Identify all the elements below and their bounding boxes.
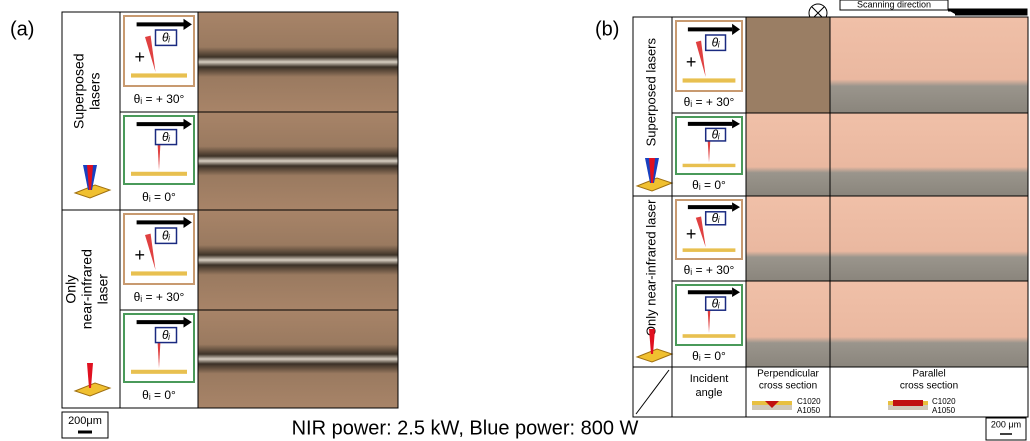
plus: +: [686, 52, 697, 72]
plate: [73, 382, 112, 397]
nir-beam: [87, 165, 93, 190]
symbol: θᵢ: [162, 229, 171, 243]
angle-label: θᵢ = 0°: [692, 178, 726, 192]
symbol-box: [154, 128, 178, 146]
direction-arrow: [948, 8, 1028, 16]
material: A1050: [932, 406, 956, 415]
arrow-head: [183, 118, 192, 130]
angle-label: θᵢ = + 30°: [684, 95, 735, 109]
weld-photo: [197, 209, 399, 311]
workpiece: [682, 334, 736, 338]
angle-label: θᵢ = 0°: [692, 349, 726, 363]
angle-label: θᵢ = + 30°: [684, 263, 735, 277]
plus: +: [686, 224, 697, 244]
scanning-direction: Scanning direction: [857, 0, 931, 9]
perpendicular-photo: [745, 112, 831, 197]
plus: +: [135, 47, 146, 67]
symbol-box: [154, 227, 178, 245]
label-line: cross section: [900, 381, 958, 392]
arrow-head: [183, 18, 192, 30]
weld-photo: [197, 11, 399, 113]
sample-bead: [893, 400, 923, 406]
label-line: lasers: [87, 73, 103, 110]
nir-beam: [649, 158, 655, 183]
material: A1050: [797, 406, 821, 415]
symbol-box: [704, 211, 727, 226]
caption: NIR power: 2.5 kW, Blue power: 800 W: [292, 417, 639, 439]
workpiece: [131, 369, 187, 374]
sample-bead: [765, 401, 779, 408]
workpiece: [131, 171, 187, 176]
perpendicular-photo: [745, 280, 831, 368]
perpendicular-photo: [745, 16, 831, 114]
symbol: θᵢ: [162, 130, 171, 144]
arrow-head: [732, 119, 741, 129]
workpiece: [131, 73, 187, 78]
symbol-box: [704, 34, 727, 52]
angle-label: θᵢ = 0°: [142, 190, 176, 204]
panel-label: (a): [10, 18, 34, 40]
arrow-head: [732, 23, 741, 35]
parallel-photo: [829, 195, 1029, 282]
symbol-box: [154, 29, 178, 47]
scale-bar: 200 μm: [991, 419, 1021, 429]
material: C1020: [797, 397, 821, 406]
laser: [145, 233, 156, 270]
nir-beam: [87, 363, 93, 388]
label-line: laser: [95, 274, 111, 305]
weld-photo: [197, 111, 399, 211]
label-line: Parallel: [912, 369, 945, 380]
angle-label: θᵢ = + 30°: [134, 290, 185, 304]
arrow-head: [183, 316, 192, 328]
label-line: Perpendicular: [757, 369, 819, 380]
label-line: Superposed: [71, 53, 87, 129]
label-line: cross section: [759, 381, 817, 392]
symbol-box: [154, 326, 178, 344]
plate: [635, 348, 674, 363]
diagonal: [635, 369, 670, 415]
workpiece: [682, 163, 736, 168]
laser: [695, 40, 706, 77]
laser: [145, 35, 156, 72]
parallel-photo: [829, 280, 1029, 368]
nir-beam: [649, 329, 655, 354]
scale-bar-box: [61, 411, 109, 439]
scale-bar-box: [985, 417, 1027, 441]
perpendicular-photo: [745, 195, 831, 282]
symbol: θᵢ: [162, 328, 171, 342]
symbol-box: [704, 296, 727, 311]
label-line: Only: [63, 275, 79, 304]
symbol: θᵢ: [712, 36, 721, 50]
arrow-head: [732, 202, 741, 212]
material: C1020: [932, 397, 956, 406]
direction-box: [839, 0, 949, 11]
label-line: angle: [696, 387, 723, 399]
workpiece: [682, 248, 736, 252]
group-label: Only near-infrared laser: [643, 199, 658, 336]
symbol: θᵢ: [162, 31, 171, 45]
parallel-photo: [829, 16, 1029, 114]
parallel-photo: [829, 112, 1029, 197]
angle-label: θᵢ = + 30°: [134, 92, 185, 106]
label-line: near-infrared: [79, 249, 95, 329]
symbol: θᵢ: [712, 127, 721, 141]
laser: [695, 216, 706, 248]
angle-label: θᵢ = 0°: [142, 388, 176, 402]
plus: +: [135, 245, 146, 265]
label-line: Incident: [690, 373, 729, 385]
symbol-box: [704, 127, 727, 142]
panel-label: (b): [595, 18, 619, 40]
arrow-head: [183, 216, 192, 228]
symbol: θᵢ: [712, 211, 721, 225]
group-label: Superposed lasers: [643, 37, 658, 146]
sample-bottom: [888, 405, 928, 410]
symbol: θᵢ: [712, 296, 721, 310]
scale-bar: 200μm: [68, 415, 102, 427]
workpiece: [682, 78, 736, 83]
weld-photo: [197, 309, 399, 409]
arrow-head: [732, 287, 741, 297]
workpiece: [131, 271, 187, 276]
